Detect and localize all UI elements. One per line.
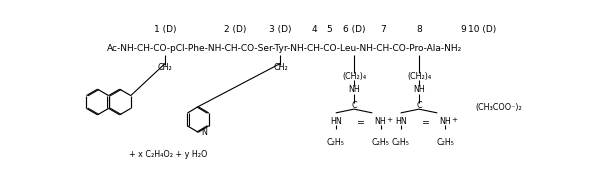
Text: N: N bbox=[201, 128, 207, 137]
Text: 6 (D): 6 (D) bbox=[343, 25, 365, 34]
Text: =: = bbox=[422, 118, 430, 127]
Text: CH₂: CH₂ bbox=[158, 63, 172, 72]
Text: HN: HN bbox=[330, 117, 342, 126]
Text: C: C bbox=[416, 101, 422, 110]
Text: (CH₂)₄: (CH₂)₄ bbox=[342, 72, 366, 81]
Text: Ac-NH-CH-CO-pCl-Phe-NH-CH-CO-Ser-Tyr-NH-CH-CO-Leu-NH-CH-CO-Pro-Ala-NH₂: Ac-NH-CH-CO-pCl-Phe-NH-CH-CO-Ser-Tyr-NH-… bbox=[107, 44, 463, 53]
Text: (CH₃COO⁻)₂: (CH₃COO⁻)₂ bbox=[475, 103, 522, 112]
Text: NH: NH bbox=[348, 85, 360, 94]
Text: + x C₂H₄O₂ + y H₂O: + x C₂H₄O₂ + y H₂O bbox=[129, 150, 207, 159]
Text: 2 (D): 2 (D) bbox=[224, 25, 246, 34]
Text: 8: 8 bbox=[416, 25, 422, 34]
Text: 10 (D): 10 (D) bbox=[468, 25, 496, 34]
Text: NH: NH bbox=[413, 85, 425, 94]
Text: C: C bbox=[351, 101, 357, 110]
Text: C₂H₅: C₂H₅ bbox=[327, 138, 345, 146]
Text: =: = bbox=[358, 118, 365, 127]
Text: 1 (D): 1 (D) bbox=[154, 25, 176, 34]
Text: NH: NH bbox=[375, 117, 386, 126]
Text: (CH₂)₄: (CH₂)₄ bbox=[407, 72, 431, 81]
Text: 9: 9 bbox=[460, 25, 466, 34]
Text: C₂H₅: C₂H₅ bbox=[392, 138, 409, 146]
Text: C₂H₅: C₂H₅ bbox=[372, 138, 389, 146]
Text: 3 (D): 3 (D) bbox=[269, 25, 291, 34]
Text: 7: 7 bbox=[380, 25, 386, 34]
Text: HN: HN bbox=[395, 117, 407, 126]
Text: C₂H₅: C₂H₅ bbox=[437, 138, 454, 146]
Text: CH₂: CH₂ bbox=[273, 63, 288, 72]
Text: NH: NH bbox=[440, 117, 451, 126]
Text: 4: 4 bbox=[312, 25, 317, 34]
Text: +: + bbox=[386, 117, 393, 123]
Text: 5: 5 bbox=[326, 25, 332, 34]
Text: +: + bbox=[451, 117, 458, 123]
